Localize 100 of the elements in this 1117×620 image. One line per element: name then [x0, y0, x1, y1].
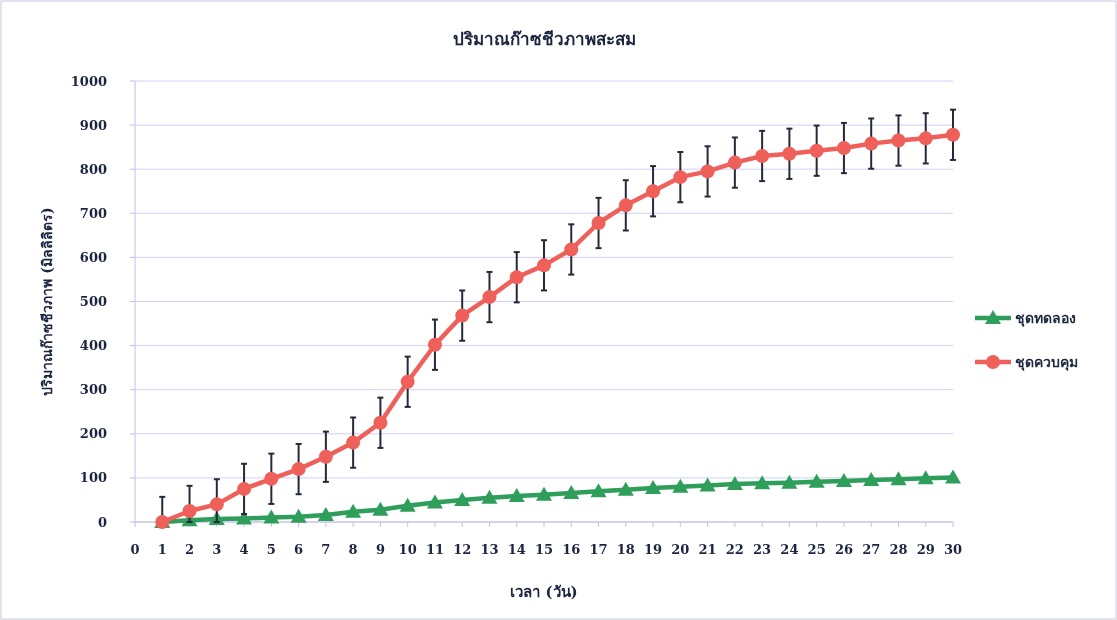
x-tick-label: 9 — [375, 542, 385, 557]
point — [618, 198, 633, 213]
point — [699, 477, 716, 492]
point — [455, 308, 470, 323]
point — [399, 497, 416, 512]
point — [754, 475, 771, 490]
point — [617, 481, 634, 496]
y-axis-title: ปริมาณก๊าซชีวภาพ (มิลลิลิตร) — [39, 207, 55, 396]
point — [863, 472, 880, 487]
point — [427, 337, 442, 352]
x-tick-label: 29 — [916, 542, 935, 557]
point — [537, 258, 551, 273]
point — [237, 481, 252, 496]
x-tick-label: 11 — [425, 542, 444, 557]
y-tick-label: 900 — [79, 117, 107, 133]
x-tick-label: 2 — [185, 542, 195, 557]
point — [755, 148, 770, 163]
x-tick-label: 3 — [212, 542, 222, 557]
legend-label: ชุดควบคุม — [1015, 353, 1078, 371]
x-tick-label: 19 — [644, 542, 663, 557]
point — [781, 474, 798, 489]
x-tick-label: 18 — [616, 542, 635, 557]
x-tick-label: 6 — [294, 542, 304, 557]
point — [318, 449, 333, 464]
point — [809, 143, 824, 158]
point — [263, 509, 280, 524]
point — [264, 471, 279, 486]
point — [209, 497, 224, 512]
x-tick-label: 10 — [398, 542, 417, 557]
y-tick-label: 100 — [79, 470, 107, 486]
point — [536, 486, 552, 501]
y-tick-label: 300 — [79, 382, 107, 398]
point — [864, 136, 879, 151]
x-tick-label: 0 — [130, 542, 140, 557]
y-tick-label: 500 — [79, 294, 107, 310]
x-tick-label: 23 — [753, 542, 772, 557]
x-tick-label: 12 — [453, 542, 472, 557]
point — [508, 487, 525, 502]
point — [726, 476, 743, 491]
x-tick-label: 15 — [534, 542, 554, 557]
point — [727, 155, 742, 170]
x-tick-label: 17 — [589, 542, 608, 557]
point — [372, 501, 389, 516]
point — [673, 170, 688, 185]
x-tick-label: 24 — [780, 542, 799, 557]
x-tick-label: 20 — [671, 542, 690, 557]
point — [373, 415, 388, 430]
x-tick-label: 7 — [321, 542, 331, 557]
x-tick-label: 5 — [266, 542, 276, 557]
point — [317, 506, 334, 521]
point — [645, 480, 662, 495]
y-tick-label: 0 — [97, 514, 107, 530]
point — [426, 494, 443, 509]
point — [946, 127, 960, 142]
point — [454, 491, 471, 506]
point — [509, 270, 524, 285]
point — [646, 184, 661, 199]
x-tick-label: 30 — [943, 542, 963, 557]
x-tick-label: 8 — [348, 542, 358, 557]
point — [890, 471, 907, 486]
point — [917, 470, 934, 485]
y-tick-label: 200 — [79, 426, 107, 442]
point — [482, 290, 497, 305]
point — [290, 508, 307, 523]
point — [945, 469, 961, 484]
point — [563, 484, 580, 499]
point — [346, 435, 361, 450]
point — [182, 503, 197, 518]
point — [918, 131, 933, 146]
x-tick-label: 16 — [562, 542, 581, 557]
point — [591, 216, 606, 230]
x-tick-label: 13 — [480, 542, 499, 557]
x-tick-label: 26 — [834, 542, 853, 557]
point — [291, 462, 306, 477]
point — [835, 472, 852, 487]
x-tick-label: 25 — [807, 542, 826, 557]
point — [891, 133, 906, 148]
y-tick-label: 700 — [79, 205, 107, 221]
point — [481, 489, 498, 504]
point — [700, 164, 715, 179]
x-tick-label: 14 — [507, 542, 526, 557]
point — [808, 473, 825, 488]
y-tick-label: 800 — [79, 161, 107, 177]
y-tick-label: 400 — [79, 338, 107, 354]
point — [782, 146, 797, 161]
y-tick-label: 1000 — [70, 73, 107, 89]
x-tick-label: 27 — [862, 542, 881, 557]
x-tick-label: 22 — [725, 542, 744, 557]
x-tick-label: 28 — [889, 542, 908, 557]
x-tick-label: 21 — [698, 542, 717, 557]
legend-label: ชุดทดลอง — [1015, 309, 1076, 327]
x-axis-title: เวลา (วัน) — [510, 583, 578, 601]
y-tick-label: 600 — [79, 249, 107, 265]
point — [590, 483, 607, 498]
point — [836, 141, 851, 156]
x-tick-label: 4 — [239, 542, 249, 557]
point — [345, 503, 362, 518]
point — [564, 242, 579, 257]
point — [400, 374, 415, 389]
x-tick-label: 1 — [157, 542, 167, 557]
